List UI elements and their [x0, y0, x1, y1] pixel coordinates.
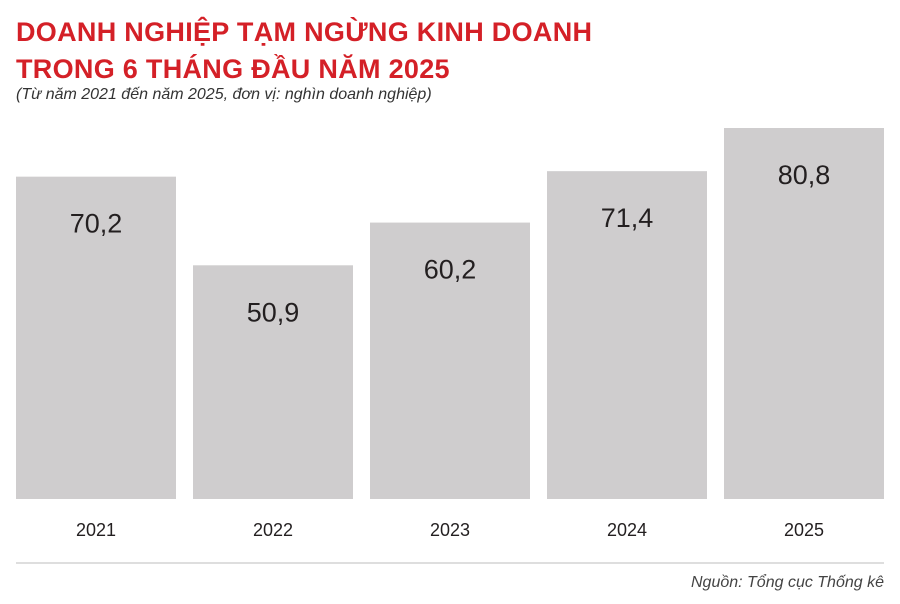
- chart-subtitle: (Từ năm 2021 đến năm 2025, đơn vị: nghìn…: [16, 86, 432, 103]
- bar-2024: [547, 171, 707, 499]
- bar-2025: [724, 128, 884, 499]
- x-tick-label-2024: 2024: [607, 520, 647, 540]
- x-tick-label-2023: 2023: [430, 520, 470, 540]
- chart-title-line-2: TRONG 6 THÁNG ĐẦU NĂM 2025: [16, 54, 450, 84]
- x-tick-label-2021: 2021: [76, 520, 116, 540]
- x-axis-ticks-layer: 2021 2022 2023 2024 2025: [76, 520, 824, 540]
- bar-2022: [193, 265, 353, 499]
- bar-value-label-2021: 70,2: [70, 209, 123, 239]
- chart-title: DOANH NGHIỆP TẠM NGỪNG KINH DOANH TRONG …: [16, 14, 876, 88]
- x-tick-label-2022: 2022: [253, 520, 293, 540]
- bars-layer: [16, 128, 884, 500]
- bar-value-label-2023: 60,2: [424, 255, 477, 285]
- bar-value-label-2024: 71,4: [601, 203, 654, 233]
- bar-2021: [16, 176, 176, 500]
- bar-value-label-2022: 50,9: [247, 297, 300, 327]
- x-tick-label-2025: 2025: [784, 520, 824, 540]
- bar-2023: [370, 222, 530, 499]
- bar-value-label-2025: 80,8: [778, 160, 831, 190]
- chart-title-line-1: DOANH NGHIỆP TẠM NGỪNG KINH DOANH: [16, 17, 593, 47]
- value-labels-layer: 70,2 50,9 60,2 71,4 80,8: [70, 160, 831, 327]
- source-note: Nguồn: Tổng cục Thống kê: [690, 574, 884, 591]
